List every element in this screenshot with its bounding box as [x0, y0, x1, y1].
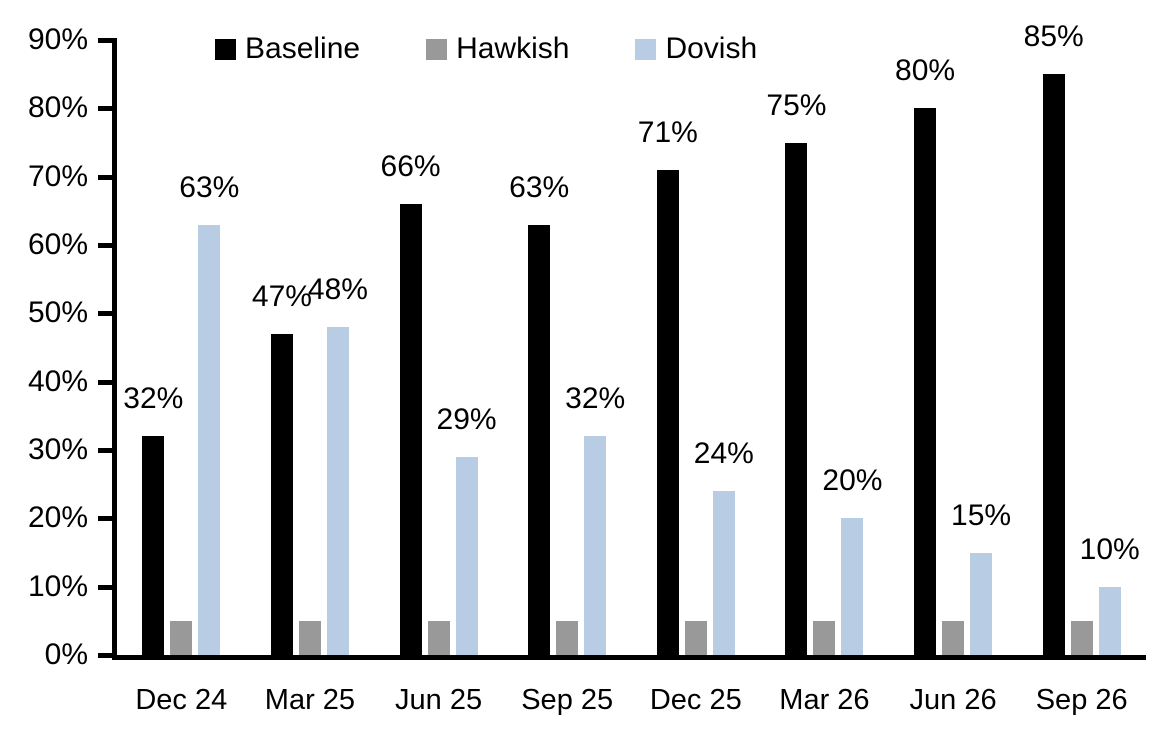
bar-baseline-sep-26 [1042, 74, 1065, 655]
bar-dovish-sep-26 [1098, 586, 1121, 655]
bar-hawkish-jun-26 [942, 620, 965, 655]
y-axis-tick-label: 70% [27, 159, 88, 193]
x-axis-label-dec-24: Dec 24 [135, 684, 228, 716]
value-label-dovish-sep-26: 10% [1079, 532, 1140, 566]
y-axis-tick [98, 106, 112, 112]
y-axis-tick-label: 60% [27, 228, 88, 261]
value-label-dovish-mar-26: 20% [822, 464, 883, 498]
legend-swatch-dovish [635, 38, 657, 60]
y-axis-line [112, 38, 117, 660]
bar-baseline-jun-26 [914, 108, 937, 655]
y-axis-tick [98, 653, 112, 658]
legend-label-hawkish: Hawkish [456, 32, 570, 65]
value-label-baseline-jun-25: 66% [380, 150, 441, 183]
value-label-dovish-sep-25: 32% [565, 382, 626, 416]
x-axis-label-sep-25: Sep 25 [521, 684, 614, 716]
bar-dovish-dec-25 [712, 491, 735, 655]
value-label-baseline-jun-26: 80% [895, 54, 956, 88]
value-label-dovish-mar-25: 48% [307, 273, 368, 306]
value-label-baseline-dec-24: 32% [123, 382, 184, 416]
bar-dovish-jun-25 [455, 456, 478, 655]
bar-baseline-mar-25 [270, 333, 293, 655]
x-axis-label-dec-25: Dec 25 [649, 684, 742, 716]
chart-legend: Baseline Hawkish Dovish [215, 33, 757, 65]
bar-baseline-jun-25 [399, 204, 422, 655]
y-axis-tick-label: 20% [27, 501, 88, 535]
x-axis-label-mar-26: Mar 26 [779, 684, 870, 716]
y-axis-tick [98, 311, 112, 317]
y-axis-tick-label: 30% [27, 433, 88, 466]
bar-baseline-dec-24 [142, 436, 165, 655]
y-axis-tick-label: 90% [27, 23, 88, 56]
y-axis-tick [98, 174, 112, 180]
value-label-dovish-jun-25: 29% [436, 402, 497, 436]
bar-baseline-mar-26 [785, 142, 808, 655]
bar-dovish-dec-24 [198, 224, 221, 655]
value-label-dovish-dec-25: 24% [693, 437, 754, 470]
bar-baseline-sep-25 [528, 224, 551, 655]
bar-hawkish-sep-26 [1070, 620, 1093, 655]
y-axis-tick [98, 379, 112, 385]
legend-swatch-hawkish [426, 38, 448, 60]
y-axis-tick-label: 10% [27, 569, 88, 603]
x-axis-line [112, 655, 1146, 660]
value-label-dovish-jun-26: 15% [951, 498, 1012, 532]
y-axis-tick-label: 0% [44, 638, 88, 671]
y-axis-tick [98, 584, 112, 590]
value-label-baseline-mar-26: 75% [766, 88, 827, 122]
bar-hawkish-sep-25 [556, 620, 579, 655]
x-axis-label-jun-26: Jun 26 [909, 684, 997, 716]
bar-hawkish-jun-25 [427, 620, 450, 655]
legend-item-dovish: Dovish [635, 33, 757, 65]
legend-item-baseline: Baseline [215, 33, 360, 65]
bar-hawkish-mar-25 [298, 620, 321, 655]
bar-hawkish-dec-24 [170, 620, 193, 655]
value-label-baseline-dec-25: 71% [637, 115, 698, 149]
legend-swatch-baseline [215, 38, 236, 60]
y-axis-tick-label: 80% [27, 91, 88, 125]
bar-dovish-jun-26 [970, 552, 993, 655]
y-axis-tick [98, 448, 112, 453]
value-label-baseline-sep-26: 85% [1023, 20, 1084, 54]
value-label-baseline-mar-25: 47% [251, 279, 312, 313]
bar-dovish-sep-25 [584, 436, 607, 655]
value-label-baseline-sep-25: 63% [509, 170, 570, 204]
bar-hawkish-mar-26 [813, 620, 836, 655]
legend-item-hawkish: Hawkish [426, 33, 569, 65]
x-axis-label-mar-25: Mar 25 [264, 684, 356, 716]
bar-baseline-dec-25 [656, 169, 679, 655]
legend-label-baseline: Baseline [245, 32, 361, 65]
y-axis-tick [98, 243, 112, 248]
legend-label-dovish: Dovish [665, 32, 758, 65]
x-axis-label-sep-26: Sep 26 [1035, 684, 1128, 716]
y-axis-tick-label: 50% [27, 296, 88, 330]
y-axis-tick [98, 516, 112, 522]
y-axis-tick [98, 38, 112, 43]
bar-dovish-mar-26 [841, 518, 864, 655]
y-axis-tick-label: 40% [27, 364, 88, 398]
x-axis-label-jun-25: Jun 25 [395, 684, 483, 716]
bar-hawkish-dec-25 [684, 620, 707, 655]
value-label-dovish-dec-24: 63% [179, 170, 240, 204]
bar-dovish-mar-25 [326, 327, 349, 655]
